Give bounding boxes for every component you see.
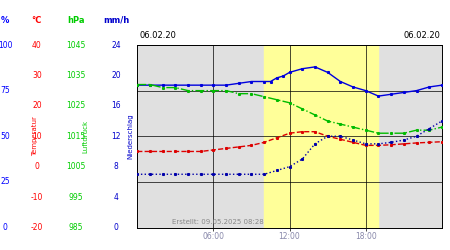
Text: 30: 30 bbox=[32, 71, 42, 80]
Text: -10: -10 bbox=[31, 192, 43, 202]
Text: 1015: 1015 bbox=[66, 132, 85, 141]
Text: 0: 0 bbox=[114, 223, 118, 232]
Text: 4: 4 bbox=[114, 192, 118, 202]
Text: 8: 8 bbox=[114, 162, 118, 171]
Text: mm/h: mm/h bbox=[103, 16, 129, 24]
Text: hPa: hPa bbox=[67, 16, 84, 24]
Text: 20: 20 bbox=[111, 71, 121, 80]
Text: 1025: 1025 bbox=[66, 101, 85, 110]
Text: 20: 20 bbox=[32, 101, 42, 110]
Text: -20: -20 bbox=[31, 223, 43, 232]
Bar bbox=[264, 45, 378, 228]
Text: 10: 10 bbox=[32, 132, 42, 141]
Text: 40: 40 bbox=[32, 40, 42, 50]
Text: Luftdruck: Luftdruck bbox=[82, 120, 89, 153]
Text: 75: 75 bbox=[0, 86, 10, 95]
Text: 100: 100 bbox=[0, 40, 13, 50]
Text: 25: 25 bbox=[0, 178, 10, 186]
Text: 1035: 1035 bbox=[66, 71, 86, 80]
Text: 1045: 1045 bbox=[66, 40, 86, 50]
Text: 1005: 1005 bbox=[66, 162, 86, 171]
Text: 985: 985 bbox=[68, 223, 83, 232]
Text: 995: 995 bbox=[68, 192, 83, 202]
Text: 0: 0 bbox=[35, 162, 39, 171]
Text: 0: 0 bbox=[3, 223, 8, 232]
Text: °C: °C bbox=[32, 16, 42, 24]
Text: 12: 12 bbox=[111, 132, 121, 141]
Text: 50: 50 bbox=[0, 132, 10, 141]
Text: Niederschlag: Niederschlag bbox=[127, 114, 134, 159]
Text: 06.02.20: 06.02.20 bbox=[139, 31, 176, 40]
Text: 24: 24 bbox=[111, 40, 121, 50]
Text: 06.02.20: 06.02.20 bbox=[403, 31, 440, 40]
Text: 16: 16 bbox=[111, 101, 121, 110]
Text: %: % bbox=[1, 16, 9, 24]
Text: Temperatur: Temperatur bbox=[32, 116, 38, 156]
Text: Erstellt: 09.05.2025 08:28: Erstellt: 09.05.2025 08:28 bbox=[172, 219, 264, 225]
